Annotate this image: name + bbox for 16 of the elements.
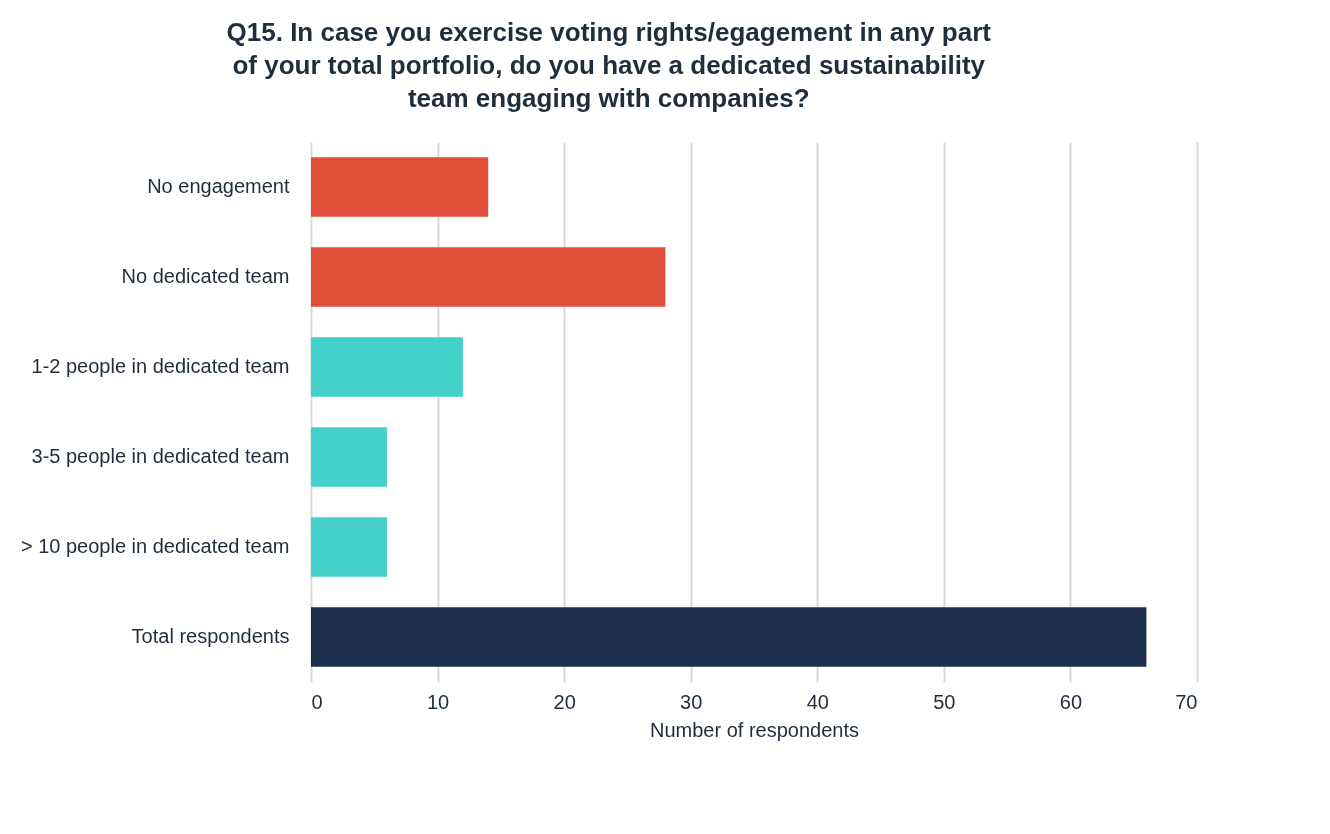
x-tick-label: 10 (426, 690, 450, 713)
y-tick-label: > 10 people in dedicated team (20, 535, 290, 557)
y-tick-label: Total respondents (131, 625, 290, 647)
y-tick-label: No engagement (147, 175, 290, 197)
y-tick-label: No dedicated team (121, 265, 290, 287)
x-axis-title: Number of respondents (649, 718, 860, 741)
chart-title: Q15. In case you exercise voting rights/egagement in any part of your total portfolio, do you have a dedicated sustainability team engaging with companies? (226, 17, 992, 113)
x-tick-label: 70 (1175, 690, 1198, 713)
y-tick-label: 3-5 people in dedicated team (31, 445, 290, 467)
x-tick-label: 20 (553, 690, 576, 713)
x-tick-label: 60 (1059, 690, 1083, 713)
x-tick-label: 0 (311, 690, 323, 713)
x-tick-label: 30 (680, 690, 703, 713)
y-tick-label: 1-2 people in dedicated team (31, 355, 290, 377)
x-tick-label: 50 (933, 690, 956, 713)
x-tick-label: 40 (806, 690, 829, 713)
